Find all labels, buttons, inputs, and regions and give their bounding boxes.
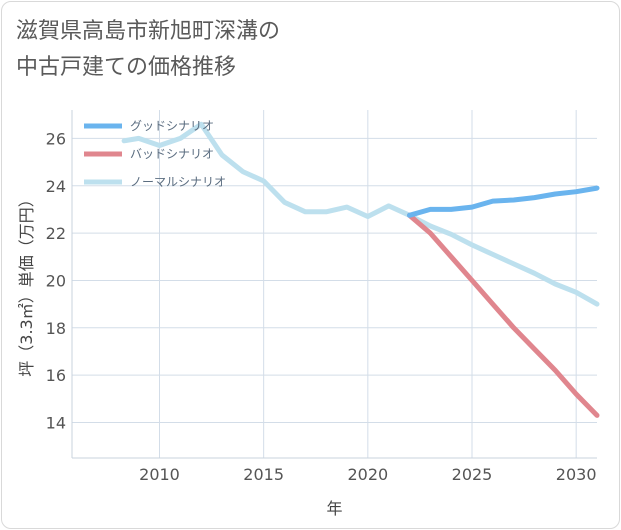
y-tick-label: 22 xyxy=(46,224,66,243)
series-lines xyxy=(121,121,600,418)
y-tick-label: 26 xyxy=(46,129,66,148)
x-tick-label: 2010 xyxy=(139,465,180,484)
tick-labels: 2010 2015 2020 2025 2030 14 16 18 20 22 24 26 xyxy=(46,129,597,484)
grid-lines xyxy=(72,110,597,458)
chart-title: 滋賀県高島市新旭町深溝の 中古戸建ての価格推移 xyxy=(16,14,576,86)
x-tick-label: 2025 xyxy=(452,465,493,484)
x-tick-label: 2030 xyxy=(556,465,597,484)
series-line-0 xyxy=(407,185,600,218)
y-tick-label: 20 xyxy=(46,271,66,290)
series-line-2 xyxy=(121,121,600,307)
y-tick-label: 24 xyxy=(46,177,66,196)
series-line-1 xyxy=(407,212,600,418)
x-tick-label: 2015 xyxy=(243,465,284,484)
legend-label: バッドシナリオ xyxy=(130,147,214,161)
x-axis-label: 年 xyxy=(326,499,342,518)
axes xyxy=(71,110,597,459)
legend-label: グッドシナリオ xyxy=(130,119,214,133)
chart-title-line-2: 中古戸建ての価格推移 xyxy=(16,55,237,80)
chart-title-line-1: 滋賀県高島市新旭町深溝の xyxy=(16,19,281,44)
y-tick-label: 16 xyxy=(46,366,66,385)
y-axis-label: 坪（3.3㎡）単価（万円） xyxy=(17,191,36,376)
y-tick-label: 14 xyxy=(46,413,66,432)
x-tick-label: 2020 xyxy=(347,465,388,484)
y-tick-label: 18 xyxy=(46,319,66,338)
legend-label: ノーマルシナリオ xyxy=(130,175,226,189)
